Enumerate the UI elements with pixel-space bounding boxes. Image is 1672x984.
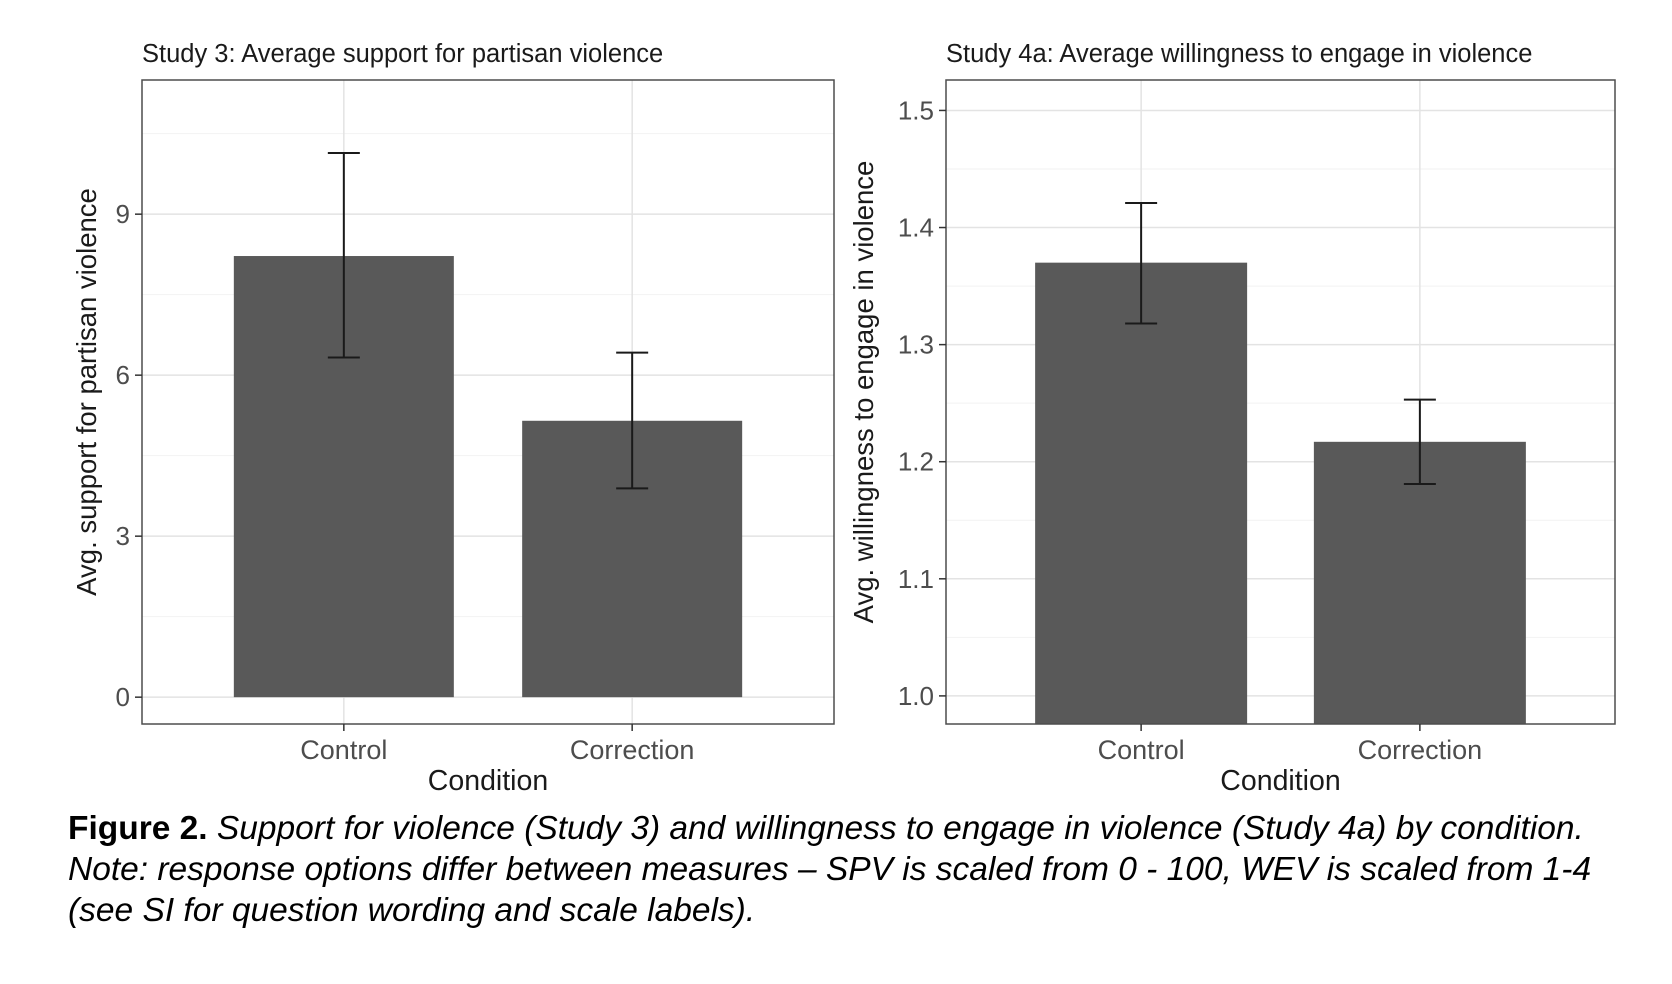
x-axis-label: Condition (428, 765, 548, 797)
panel-border (141, 79, 835, 725)
y-tick-label: 9 (116, 199, 130, 229)
error-bar-correction (616, 351, 649, 490)
panel-border (945, 79, 1616, 725)
y-tick-label: 1.5 (898, 95, 934, 125)
y-axis-label: Avg. willingness to engage in violence (848, 161, 879, 624)
x-tick-label: Control (1098, 735, 1185, 765)
y-tick-label: 6 (116, 360, 130, 390)
y-tick-label: 1.3 (898, 330, 934, 360)
figure-canvas: 0 3 6 9 Control Correction Study 3: Average su… (71, 40, 1616, 797)
x-tick-label: Correction (1358, 735, 1483, 765)
y-tick-label: 0 (116, 682, 130, 712)
caption-label: Figure 2. (68, 810, 208, 847)
panel-study-4a: 1.0 1.1 1.2 1.3 1.4 1.5 Control Correction Study… (848, 40, 1616, 797)
error-bar-correction (1403, 398, 1436, 485)
x-tick-label: Correction (570, 735, 695, 765)
bar-control (1035, 262, 1248, 724)
y-tick-label: 1.2 (898, 447, 934, 477)
y-tick-label: 1.0 (898, 681, 934, 711)
x-axis-label: Condition (1220, 765, 1340, 797)
caption-text: Support for violence (Study 3) and willi… (68, 810, 1592, 929)
chart-title: Study 4a: Average willingness to engage … (946, 40, 1532, 68)
error-bar-control (327, 151, 360, 359)
error-bar-control (1125, 201, 1158, 325)
x-tick-label: Control (300, 735, 387, 765)
y-tick-label: 3 (116, 521, 130, 551)
panel-study-3: 0 3 6 9 Control Correction Study 3: Average su… (71, 40, 835, 797)
y-tick-label: 1.4 (898, 213, 934, 243)
y-tick-label: 1.1 (898, 564, 934, 594)
bar-correction (1313, 441, 1526, 724)
chart-title: Study 3: Average support for partisan vi… (142, 40, 663, 68)
figure-caption: Figure 2. Support for violence (Study 3)… (68, 808, 1628, 931)
y-axis-label: Avg. support for partisan violence (71, 188, 102, 596)
